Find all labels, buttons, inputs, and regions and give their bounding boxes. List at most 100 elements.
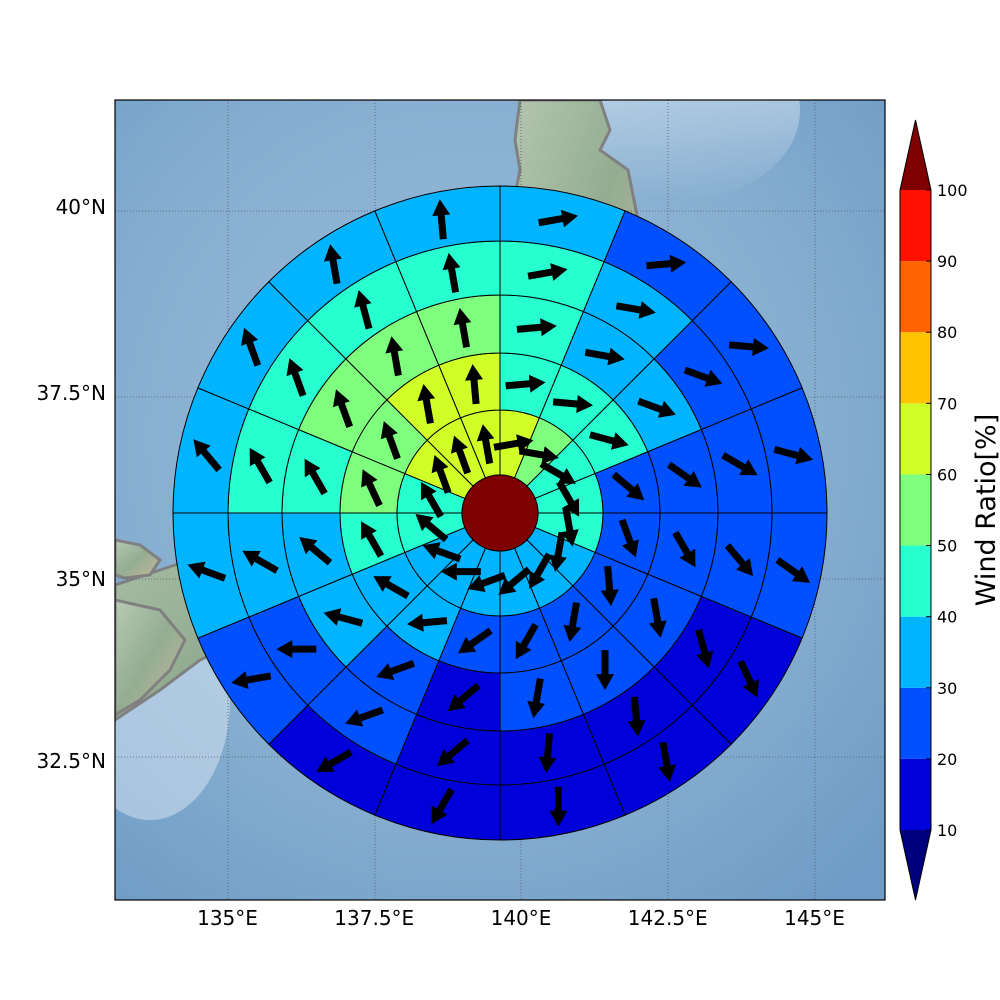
wind-arrow-r1-s5 — [561, 506, 579, 547]
wind-arrow-r3-s10 — [376, 660, 415, 680]
wind-arrow-r2-s10 — [407, 613, 448, 632]
wind-arrow-r5-s14 — [241, 327, 262, 367]
land-kyushu-west — [115, 538, 163, 580]
land-shikoku — [115, 598, 187, 717]
lat-tick-label-1: 40°N — [56, 195, 106, 219]
wind-arrow-r4-s4 — [721, 452, 758, 476]
latitude-tick-labels: 40°N 37.5°N 35°N 32.5°N — [37, 195, 107, 773]
lon-tick-label-4: 142.5°E — [628, 906, 708, 930]
colorbar-tick-label-10: 100 — [937, 181, 968, 200]
wind-arrow-r4-s1 — [527, 263, 568, 281]
colorbar-segment-4 — [900, 545, 931, 617]
wind-arrow-r3-s15 — [385, 336, 404, 377]
wind-arrow-r3-s13 — [304, 458, 328, 496]
colorbar-segment-3 — [900, 616, 931, 688]
colorbar-tick-label-2: 20 — [937, 750, 957, 769]
colorbar-under-extension — [900, 830, 931, 900]
wind-arrow-r4-s15 — [354, 290, 373, 330]
colorbar-tick-label-4: 40 — [937, 608, 957, 627]
wind-arrow-r3-s14 — [333, 389, 353, 428]
lon-tick-label-5: 145°E — [784, 906, 845, 930]
wind-rose-arrows — [187, 199, 814, 827]
colorbar-segment-9 — [900, 190, 931, 262]
lon-tick-label-3: 140°E — [491, 906, 552, 930]
wind-arrow-r4-s3 — [683, 366, 723, 387]
wind-arrow-r5-s6 — [737, 659, 759, 698]
wind-arrow-r2-s6 — [600, 565, 619, 606]
wind-arrow-r2-s16 — [465, 364, 483, 405]
colorbar-tick-label-9: 90 — [937, 252, 957, 271]
wind-arrow-r1-s16 — [476, 424, 495, 465]
wind-arrow-r2-s11 — [373, 576, 410, 600]
wind-arrow-r4-s9 — [436, 737, 470, 767]
wind-arrow-r3-s8 — [527, 678, 545, 719]
colorbar-segment-6 — [900, 403, 931, 475]
wind-arrow-r2-s13 — [361, 469, 383, 507]
wind-arrow-r4-s7 — [627, 696, 646, 737]
wind-arrow-r4-s6 — [695, 628, 714, 669]
wind-arrow-r5-s10 — [316, 749, 353, 772]
wind-arrow-r1-s1 — [493, 434, 534, 452]
wind-arrow-r4-s10 — [345, 706, 384, 727]
wind-arrow-r1-s4 — [556, 480, 580, 517]
wind-arrow-r2-s2 — [552, 395, 593, 413]
wind-arrow-r1-s3 — [539, 460, 576, 484]
wind-arrow-r3-s2 — [584, 347, 625, 366]
wind-arrow-r1-s15 — [451, 435, 471, 475]
colorbar-tick-label-1: 10 — [937, 821, 957, 840]
lat-tick-label-2: 37.5°N — [37, 381, 107, 405]
colorbar-tick-label-6: 60 — [937, 465, 957, 484]
wind-arrow-r3-s5 — [672, 530, 696, 568]
lat-tick-label-3: 35°N — [56, 567, 106, 591]
wind-arrow-r1-s8 — [498, 566, 532, 595]
colorbar-segment-8 — [900, 261, 931, 333]
wind-arrow-r2-s4 — [611, 471, 645, 501]
wind-arrow-r4-s5 — [724, 543, 754, 577]
wind-arrow-r1-s11 — [422, 542, 462, 563]
wind-arrow-r5-s15 — [324, 244, 342, 285]
wind-arrow-r5-s16 — [432, 199, 451, 240]
wind-arrow-r2-s8 — [515, 622, 539, 660]
wind-arrow-r4-s13 — [249, 447, 273, 485]
wind-arrow-r1-s7 — [529, 552, 553, 589]
wind-arrow-r2-s3 — [589, 431, 629, 450]
colorbar-over-extension — [900, 120, 931, 190]
wind-arrow-r5-s9 — [431, 787, 455, 825]
wind-arrow-r5-s4 — [773, 446, 814, 465]
wind-arrow-r2-s7 — [563, 602, 582, 642]
wind-arrow-r3-s16 — [453, 307, 472, 348]
wind-arrow-r1-s2 — [518, 446, 559, 464]
wind-arrow-r2-s1 — [505, 374, 546, 393]
colorbar: 10 20 30 40 50 60 70 80 90 100 — [899, 119, 968, 901]
lat-tick-label-4: 32.5°N — [37, 749, 107, 773]
colorbar-segment-1 — [900, 758, 931, 830]
wind-arrow-r3-s3 — [637, 397, 676, 418]
colorbar-segment-5 — [900, 474, 931, 546]
wind-arrow-r1-s6 — [549, 531, 567, 572]
wind-arrow-r3-s6 — [649, 597, 667, 638]
wind-arrow-r5-s11 — [231, 671, 272, 689]
lon-tick-label-1: 135°E — [197, 906, 258, 930]
colorbar-segment-2 — [900, 687, 931, 759]
wind-arrow-r2-s12 — [361, 521, 385, 558]
wind-arrow-r1-s10 — [440, 562, 481, 581]
wind-arrow-r2-s14 — [380, 421, 401, 460]
wind-arrow-r2-s9 — [458, 627, 493, 654]
colorbar-tick-label-7: 70 — [937, 394, 957, 413]
wind-arrow-r5-s7 — [658, 741, 676, 782]
wind-arrow-r5-s8 — [549, 786, 568, 827]
colorbar-tick-label-5: 50 — [937, 537, 957, 556]
wind-arrow-r1-s9 — [467, 572, 507, 592]
wind-arrow-r4-s2 — [615, 301, 656, 319]
wind-arrow-r3-s7 — [596, 650, 614, 691]
wind-arrow-r1-s12 — [415, 513, 449, 543]
wind-arrow-r4-s8 — [538, 733, 557, 774]
wind-arrow-r3-s12 — [299, 537, 333, 566]
wind-arrow-r4-s16 — [442, 253, 461, 293]
lon-tick-label-2: 137.5°E — [334, 906, 414, 930]
colorbar-tick-label-8: 80 — [937, 323, 957, 342]
wind-arrow-r2-s5 — [618, 518, 639, 558]
wind-arrow-r2-s15 — [417, 384, 436, 424]
wind-arrow-r3-s11 — [323, 608, 364, 627]
